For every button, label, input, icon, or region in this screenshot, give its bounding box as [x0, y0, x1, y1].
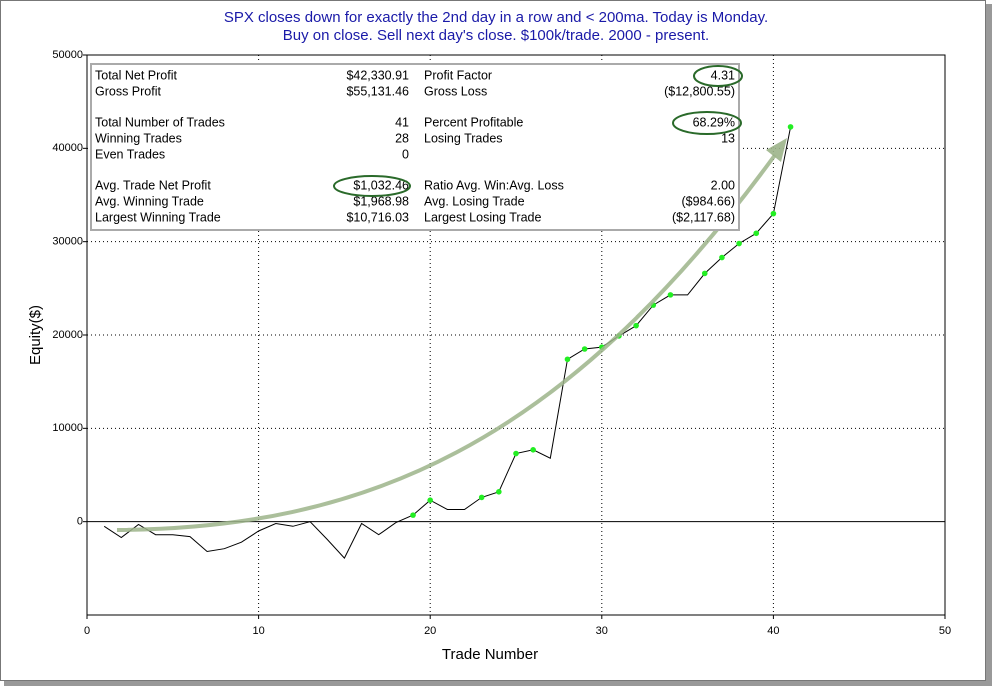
stats-box [90, 63, 740, 231]
shadow [986, 4, 992, 686]
new-high-marker [496, 489, 502, 495]
stat-value: 4.31 [711, 68, 735, 82]
new-high-marker [719, 254, 725, 261]
y-axis-title: Equity($) [27, 305, 44, 365]
x-axis-title: Trade Number [442, 646, 538, 663]
y-tick-label: 10000 [52, 422, 83, 434]
chart-title: SPX closes down for exactly the 2nd day … [224, 9, 768, 26]
stat-label: Avg. Winning Trade [95, 194, 204, 208]
trend-arrowhead [766, 138, 787, 162]
stat-value: $42,330.91 [346, 68, 409, 82]
new-high-marker [530, 447, 536, 453]
stat-label: Gross Loss [424, 84, 487, 98]
stat-value: 13 [721, 131, 735, 145]
y-tick-label: 50000 [52, 49, 83, 61]
x-tick-label: 10 [252, 625, 264, 637]
stat-label: Losing Trades [424, 131, 503, 145]
new-high-marker [787, 124, 794, 130]
stat-value: $10,716.03 [346, 210, 409, 224]
stat-label: Avg. Losing Trade [424, 194, 525, 208]
stat-value: $1,968.98 [353, 194, 409, 208]
stat-label: Total Number of Trades [95, 115, 225, 129]
trend-arrow [116, 153, 777, 532]
stat-label: Winning Trades [95, 131, 182, 145]
new-high-marker [410, 512, 416, 518]
stat-value: 28 [395, 131, 409, 145]
new-high-marker [667, 292, 674, 298]
y-tick-label: 0 [77, 516, 83, 528]
stat-value: ($2,117.68) [672, 210, 735, 224]
stat-label: Ratio Avg. Win:Avg. Loss [424, 178, 564, 192]
new-high-marker [770, 210, 777, 217]
stat-value: ($12,800.55) [664, 84, 735, 98]
stats-table: Total Net Profit $42,330.91 Profit Factor 4… [90, 63, 740, 231]
x-tick-label: 30 [596, 625, 608, 637]
new-high-marker [633, 322, 639, 329]
highlight-ellipse [333, 175, 411, 197]
y-tick-label: 40000 [52, 142, 83, 154]
x-tick-label: 0 [84, 625, 90, 637]
new-high-marker [753, 230, 760, 237]
stat-value: ($984.66) [681, 194, 735, 208]
new-high-marker [581, 346, 588, 352]
stat-value: 41 [395, 115, 409, 129]
chart-title: Buy on close. Sell next day's close. $10… [283, 27, 709, 44]
x-tick-label: 40 [767, 625, 779, 637]
new-high-marker [427, 497, 434, 504]
highlight-ellipse [672, 111, 742, 135]
equity-line [103, 126, 792, 559]
stat-value: $1,032.46 [353, 178, 409, 192]
x-tick-label: 50 [939, 625, 951, 637]
new-high-marker [701, 270, 708, 277]
stat-label: Avg. Trade Net Profit [95, 178, 211, 192]
stat-label: Profit Factor [424, 68, 492, 82]
new-high-marker [736, 240, 742, 247]
stat-label: Percent Profitable [424, 115, 523, 129]
stat-label: Gross Profit [95, 84, 162, 98]
y-tick-label: 20000 [52, 329, 83, 341]
stat-value: 0 [402, 147, 409, 161]
highlight-ellipse [693, 65, 743, 87]
stat-label: Even Trades [95, 147, 165, 161]
x-tick-label: 20 [424, 625, 436, 637]
new-high-marker [478, 494, 485, 501]
new-high-marker [513, 450, 519, 457]
stat-label: Total Net Profit [95, 68, 178, 82]
y-tick-label: 30000 [52, 236, 83, 248]
shadow [4, 681, 992, 686]
stat-value: 68.29% [693, 115, 735, 129]
new-high-marker [564, 356, 571, 363]
stat-value: $55,131.46 [346, 84, 409, 98]
stat-label: Largest Losing Trade [424, 210, 541, 224]
stat-label: Largest Winning Trade [95, 210, 221, 224]
stat-value: 2.00 [711, 178, 735, 192]
